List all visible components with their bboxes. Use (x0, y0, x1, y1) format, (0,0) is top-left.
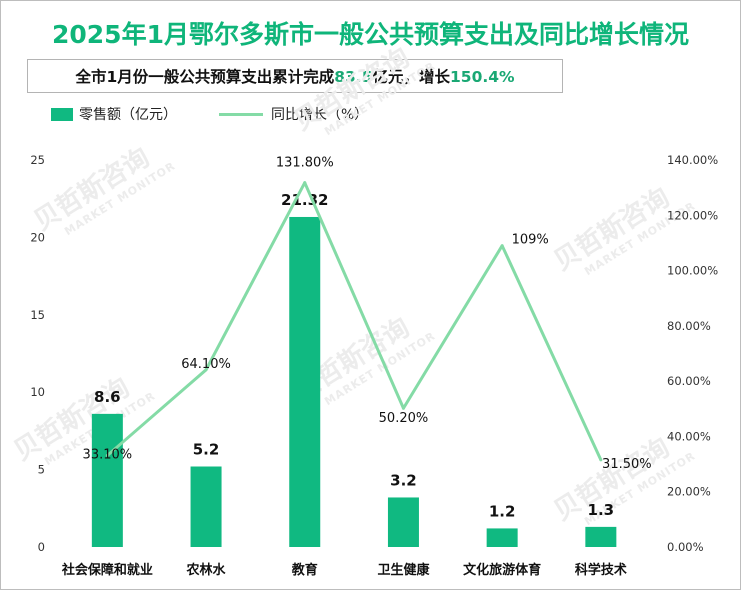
chart-title: 2025年1月鄂尔多斯市一般公共预算支出及同比增长情况 (52, 20, 689, 49)
bar (387, 497, 419, 547)
bar (585, 526, 617, 547)
subtitle-text-1: 全市1月份一般公共预算支出累计完成 (75, 68, 335, 86)
growth-value-label: 64.10% (181, 357, 231, 372)
y-left-tick-label: 0 (38, 540, 45, 554)
bar-value-label: 3.2 (390, 471, 417, 489)
legend-bar-label: 零售额（亿元） (79, 107, 177, 123)
bar (190, 466, 222, 547)
growth-point (105, 454, 109, 458)
x-category-label: 教育 (291, 562, 318, 578)
growth-value-label: 131.80% (276, 156, 334, 171)
y-right-tick-label: 40.00% (667, 429, 711, 443)
x-category-label: 文化旅游体育 (463, 562, 541, 578)
y-right-tick-label: 0.00% (667, 540, 704, 554)
bar-value-label: 5.2 (193, 441, 220, 459)
legend-line-swatch (219, 112, 263, 116)
y-left-tick-label: 5 (38, 463, 45, 477)
y-right-tick-label: 140.00% (667, 153, 718, 167)
legend-bar-swatch (51, 107, 73, 121)
growth-value-label: 109% (512, 233, 549, 248)
bar (289, 216, 321, 547)
growth-point (401, 406, 405, 410)
y-right-tick-label: 80.00% (667, 319, 711, 333)
x-category-label: 科学技术 (575, 562, 627, 578)
bar-value-label: 8.6 (94, 388, 121, 406)
x-category-label: 农林水 (186, 562, 227, 578)
bar-value-label: 21.32 (281, 191, 328, 209)
bar-value-label: 1.3 (588, 501, 615, 519)
growth-line (106, 181, 603, 461)
legend-item-line: 同比增长（%） (219, 104, 368, 124)
bar (91, 413, 123, 547)
subtitle-text-2: 亿元，增长 (372, 68, 450, 86)
y-left-tick-label: 25 (30, 153, 45, 167)
x-category-label: 卫生健康 (377, 562, 430, 578)
y-right-tick-label: 20.00% (667, 485, 711, 499)
growth-point (303, 181, 307, 185)
growth-point (204, 368, 208, 372)
y-left-tick-label: 10 (30, 385, 45, 399)
growth-value-label: 33.10% (83, 448, 133, 463)
bar (486, 528, 518, 547)
growth-value-label: 31.50% (602, 457, 652, 472)
x-category-label: 社会保障和就业 (61, 562, 153, 578)
bar-value-label: 1.2 (489, 502, 516, 520)
y-right-tick-label: 120.00% (667, 208, 718, 222)
growth-point (599, 458, 603, 462)
legend-line-label: 同比增长（%） (271, 107, 369, 123)
growth-point (500, 244, 504, 248)
subtitle-amount: 83.5 (334, 68, 373, 86)
growth-value-label: 50.20% (379, 411, 429, 426)
chart-subtitle: 全市1月份一般公共预算支出累计完成83.5亿元，增长150.4% (27, 59, 563, 93)
y-left-tick-label: 20 (30, 230, 45, 244)
y-left-tick-label: 15 (30, 308, 45, 322)
subtitle-growth: 150.4% (450, 68, 515, 86)
y-right-tick-label: 100.00% (667, 264, 718, 278)
legend-item-bar: 零售额（亿元） (51, 104, 177, 124)
y-right-tick-label: 60.00% (667, 374, 711, 388)
